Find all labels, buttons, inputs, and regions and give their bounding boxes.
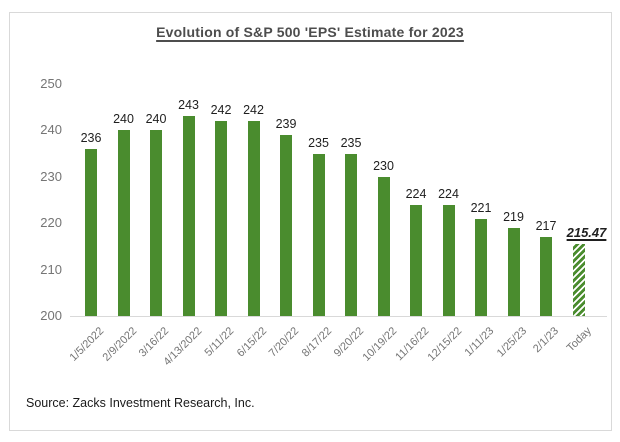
bar-9/20/22 xyxy=(345,153,357,316)
bar-2/9/2022 xyxy=(117,130,130,316)
bar-5/11/22 xyxy=(215,121,227,316)
source-text: Source: Zacks Investment Research, Inc. xyxy=(26,396,255,410)
bar-value-label-4/13/2022: 243 xyxy=(178,98,199,113)
bar-value-label-10/19/22: 230 xyxy=(373,158,394,173)
chart-title: Evolution of S&P 500 'EPS' Estimate for … xyxy=(156,24,464,40)
bar-12/15/22 xyxy=(442,204,455,316)
bar-3/16/22 xyxy=(150,130,162,316)
bar-value-label-7/20/22: 239 xyxy=(275,117,297,132)
bar-1/5/2022 xyxy=(85,148,97,316)
bar-2/1/23 xyxy=(540,237,552,316)
bar-7/20/22 xyxy=(280,135,292,316)
chart-frame xyxy=(9,12,612,431)
bar-value-label-6/15/22: 242 xyxy=(243,103,264,118)
bar-value-label-12/15/22: 224 xyxy=(438,186,459,201)
bar-value-label-8/17/22: 235 xyxy=(308,135,329,150)
bar-Today xyxy=(572,244,585,316)
bar-6/15/22 xyxy=(247,121,260,316)
bar-1/11/23 xyxy=(475,218,487,316)
y-tick-label-210: 210 xyxy=(40,261,62,277)
bar-4/13/2022 xyxy=(182,116,195,316)
bar-value-label-Today: 215.47 xyxy=(566,225,607,241)
bar-value-label-1/11/23: 221 xyxy=(470,200,492,215)
y-tick-label-200: 200 xyxy=(40,308,62,323)
bar-8/17/22 xyxy=(312,153,325,316)
bar-10/19/22 xyxy=(377,176,390,316)
bar-value-label-5/11/22: 242 xyxy=(210,103,232,118)
y-tick-label-240: 240 xyxy=(40,122,62,138)
bar-value-label-3/16/22: 240 xyxy=(145,112,167,127)
y-tick-label-220: 220 xyxy=(40,215,62,231)
bar-value-label-2/1/23: 217 xyxy=(535,219,557,234)
bar-value-label-9/20/22: 235 xyxy=(340,135,362,150)
bar-1/25/23 xyxy=(507,227,520,316)
bar-11/16/22 xyxy=(410,204,422,316)
bar-value-label-1/5/2022: 236 xyxy=(80,130,102,145)
bar-value-label-1/25/23: 219 xyxy=(503,209,524,224)
y-tick-label-250: 250 xyxy=(40,76,62,91)
x-axis-line xyxy=(70,316,607,317)
y-tick-label-230: 230 xyxy=(40,168,62,184)
bar-value-label-2/9/2022: 240 xyxy=(113,112,134,127)
bar-value-label-11/16/22: 224 xyxy=(405,186,427,201)
